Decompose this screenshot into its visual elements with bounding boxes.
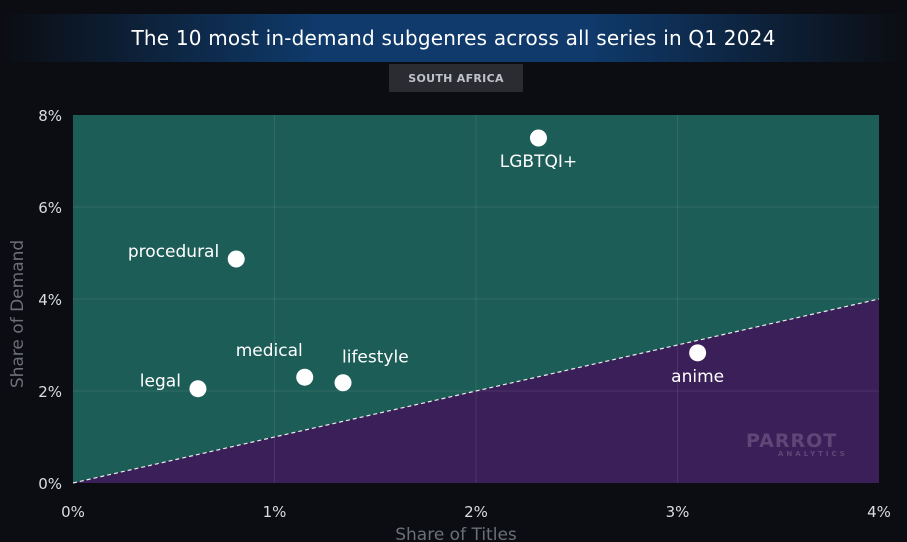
x-tick-label: 2% [464,503,488,521]
parrot-analytics-watermark: PARROT ANALYTICS [746,430,876,458]
data-point-medical [296,368,314,386]
y-tick-label: 0% [38,475,62,493]
data-point-lgbtqi- [529,129,547,147]
point-label: procedural [128,242,219,262]
y-tick-label: 8% [38,107,62,125]
reference-line [72,298,880,484]
upper-region [73,115,879,483]
title-band: The 10 most in-demand subgenres across a… [0,14,907,62]
chart-title: The 10 most in-demand subgenres across a… [131,26,776,50]
y-axis-label: Share of Demand [8,240,28,388]
point-label: lifestyle [342,348,409,368]
data-point-anime [689,344,707,362]
y-tick-label: 6% [38,199,62,217]
y-axis-ticks: 0% 2% 4% 6% 8% [38,107,62,493]
x-tick-label: 4% [867,503,891,521]
point-label: legal [140,372,181,392]
data-point-legal [189,380,207,398]
region-badge: SOUTH AFRICA [389,64,523,92]
x-tick-label: 0% [61,503,85,521]
y-tick-label: 4% [38,291,62,309]
point-labels: LGBTQI+ procedural legal medical lifestyle an… [128,152,724,392]
watermark-sub: ANALYTICS [778,450,848,458]
x-axis-ticks: 0% 1% 2% 3% 4% [61,503,891,521]
point-label: LGBTQI+ [500,152,577,172]
point-label: medical [236,341,303,361]
watermark-brand: PARROT [746,430,838,452]
data-point-lifestyle [334,374,352,392]
y-tick-label: 2% [38,383,62,401]
x-axis-label: Share of Titles [395,525,517,542]
reference-line-group [72,298,880,484]
point-label: anime [671,367,724,387]
data-points [189,129,707,398]
x-tick-label: 3% [666,503,690,521]
data-point-procedural [227,250,245,268]
x-tick-label: 1% [263,503,287,521]
